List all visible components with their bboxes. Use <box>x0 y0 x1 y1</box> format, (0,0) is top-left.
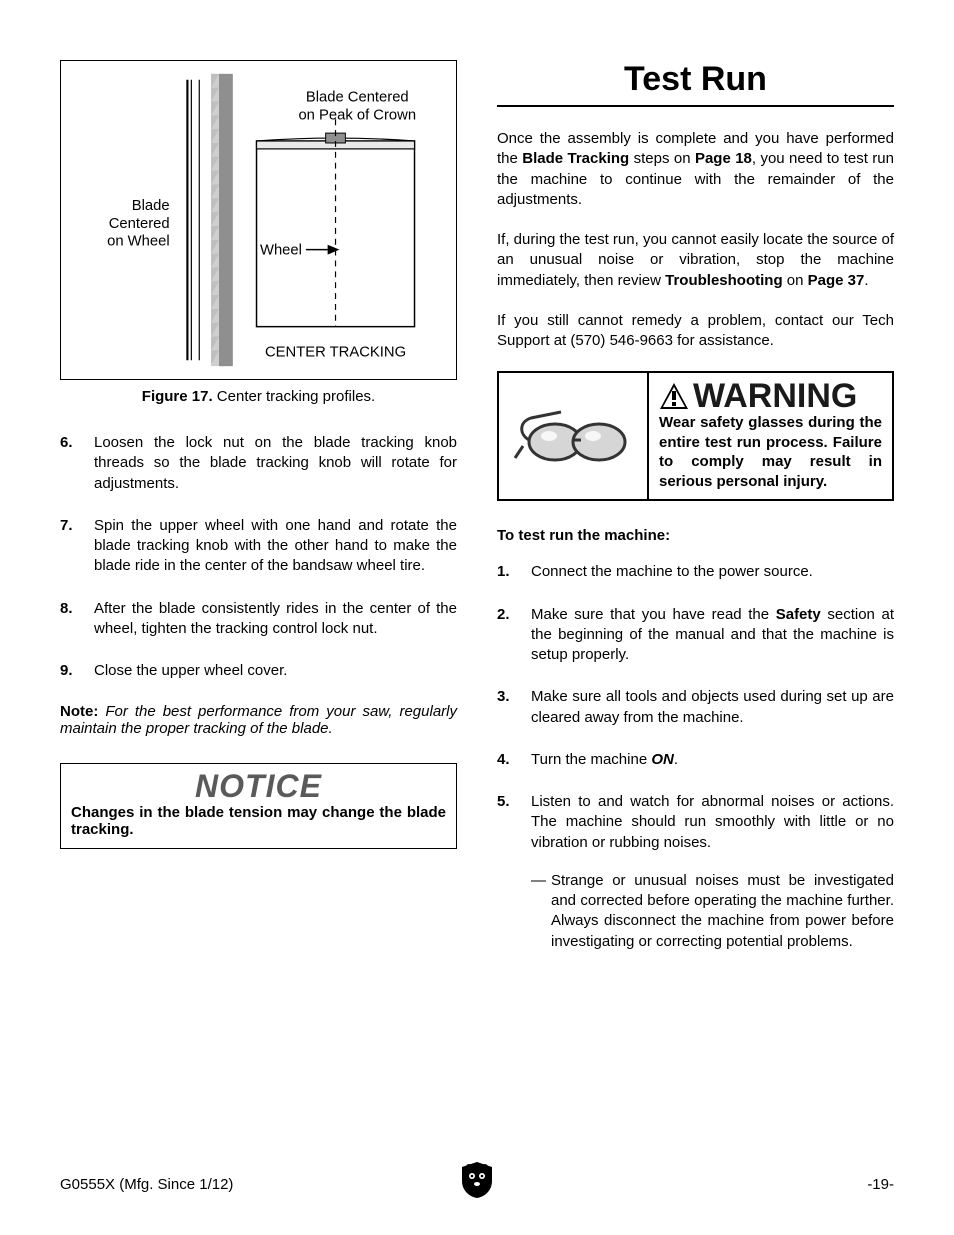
right-column: Test Run Once the assembly is complete a… <box>497 60 894 952</box>
step-number: 2. <box>497 605 531 666</box>
warning-heading-text: WARNING <box>693 379 857 413</box>
bear-shield-icon <box>460 1161 494 1199</box>
step-number: 8. <box>60 599 94 640</box>
step-text: Close the upper wheel cover. <box>94 661 457 681</box>
step-text: Make sure that you have read the Safety … <box>531 605 894 666</box>
right-steps-list: 1. Connect the machine to the power sour… <box>497 562 894 952</box>
notice-box: NOTICE Changes in the blade tension may … <box>60 763 457 849</box>
step-text: Make sure all tools and objects used dur… <box>531 687 894 728</box>
sub-item: — Strange or unusual noises must be inve… <box>531 871 894 952</box>
step-text: After the blade consistently rides in th… <box>94 599 457 640</box>
figure-caption-bold: Figure 17. <box>142 388 213 405</box>
footer-logo <box>460 1161 494 1203</box>
step-number: 7. <box>60 516 94 577</box>
list-item: 8. After the blade consistently rides in… <box>60 599 457 640</box>
note-paragraph: Note: For the best performance from your… <box>60 703 457 737</box>
note-italic: For the best performance from your saw, … <box>60 703 457 737</box>
figure-label: Blade Centered <box>306 90 409 106</box>
figure-label: on Wheel <box>107 234 170 250</box>
warning-icon-cell <box>499 373 649 499</box>
page-footer: G0555X (Mfg. Since 1/12) -19- <box>60 1169 894 1199</box>
footer-right: -19- <box>867 1176 894 1193</box>
warning-box: WARNING Wear safety glasses during the e… <box>497 371 894 501</box>
figure-17-diagram: Blade Centered on Wheel Blade Centered o… <box>60 60 457 380</box>
footer-left: G0555X (Mfg. Since 1/12) <box>60 1176 233 1193</box>
figure-label: Blade <box>132 198 170 214</box>
note-bold: Note: <box>60 703 98 720</box>
step-number: 4. <box>497 750 531 770</box>
notice-heading: NOTICE <box>71 770 446 802</box>
left-steps-list: 6. Loosen the lock nut on the blade trac… <box>60 433 457 681</box>
warning-body: Wear safety glasses during the entire te… <box>659 413 882 491</box>
figure-caption-text: Center tracking profiles. <box>213 388 376 405</box>
step-text: Turn the machine ON. <box>531 750 894 770</box>
step-text: Spin the upper wheel with one hand and r… <box>94 516 457 577</box>
step-number: 3. <box>497 687 531 728</box>
list-item: 4. Turn the machine ON. <box>497 750 894 770</box>
list-item: 7. Spin the upper wheel with one hand an… <box>60 516 457 577</box>
step-number: 5. <box>497 792 531 952</box>
figure-label: Wheel <box>260 243 302 259</box>
list-item: 3. Make sure all tools and objects used … <box>497 687 894 728</box>
figure-label: Centered <box>109 216 170 232</box>
list-item: 6. Loosen the lock nut on the blade trac… <box>60 433 457 494</box>
page-title: Test Run <box>497 60 894 99</box>
list-item: 2. Make sure that you have read the Safe… <box>497 605 894 666</box>
page: Blade Centered on Wheel Blade Centered o… <box>0 0 954 1235</box>
warning-heading: WARNING <box>659 379 882 413</box>
step-text: Loosen the lock nut on the blade trackin… <box>94 433 457 494</box>
intro-paragraph-2: If, during the test run, you cannot easi… <box>497 230 894 291</box>
list-item: 1. Connect the machine to the power sour… <box>497 562 894 582</box>
step-text: Listen to and watch for abnormal noises … <box>531 792 894 952</box>
warning-triangle-icon <box>659 382 689 410</box>
procedure-subhead: To test run the machine: <box>497 527 894 544</box>
figure-label: CENTER TRACKING <box>265 344 406 360</box>
list-item: 9. Close the upper wheel cover. <box>60 661 457 681</box>
left-column: Blade Centered on Wheel Blade Centered o… <box>60 60 457 952</box>
safety-glasses-icon <box>513 396 633 476</box>
step-number: 1. <box>497 562 531 582</box>
columns: Blade Centered on Wheel Blade Centered o… <box>60 60 894 952</box>
step-text: Connect the machine to the power source. <box>531 562 894 582</box>
warning-text-cell: WARNING Wear safety glasses during the e… <box>649 373 892 499</box>
figure-label: on Peak of Crown <box>298 107 416 123</box>
step-number: 9. <box>60 661 94 681</box>
step-number: 6. <box>60 433 94 494</box>
list-item: 5. Listen to and watch for abnormal nois… <box>497 792 894 952</box>
intro-paragraph-1: Once the assembly is complete and you ha… <box>497 129 894 210</box>
intro-paragraph-3: If you still cannot remedy a problem, co… <box>497 311 894 352</box>
figure-caption: Figure 17. Center tracking profiles. <box>60 388 457 405</box>
title-rule <box>497 105 894 107</box>
notice-body: Changes in the blade tension may change … <box>71 804 446 838</box>
